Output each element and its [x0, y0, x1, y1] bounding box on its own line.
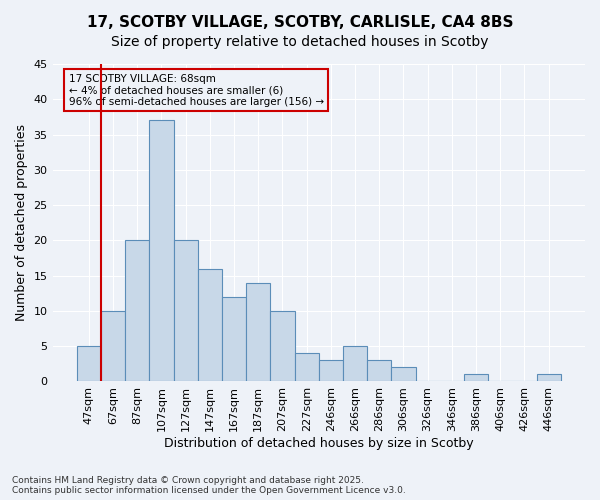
- Bar: [198, 268, 222, 382]
- Bar: [173, 240, 198, 382]
- Bar: [222, 297, 246, 382]
- Bar: [77, 346, 101, 382]
- Text: Contains HM Land Registry data © Crown copyright and database right 2025.
Contai: Contains HM Land Registry data © Crown c…: [12, 476, 406, 495]
- Bar: [271, 311, 295, 382]
- Bar: [367, 360, 391, 382]
- Text: 17 SCOTBY VILLAGE: 68sqm
← 4% of detached houses are smaller (6)
96% of semi-det: 17 SCOTBY VILLAGE: 68sqm ← 4% of detache…: [68, 74, 323, 106]
- Bar: [101, 311, 125, 382]
- Bar: [343, 346, 367, 382]
- Text: Size of property relative to detached houses in Scotby: Size of property relative to detached ho…: [111, 35, 489, 49]
- Bar: [464, 374, 488, 382]
- Bar: [536, 374, 561, 382]
- Bar: [149, 120, 173, 382]
- Bar: [125, 240, 149, 382]
- X-axis label: Distribution of detached houses by size in Scotby: Distribution of detached houses by size …: [164, 437, 473, 450]
- Y-axis label: Number of detached properties: Number of detached properties: [15, 124, 28, 321]
- Text: 17, SCOTBY VILLAGE, SCOTBY, CARLISLE, CA4 8BS: 17, SCOTBY VILLAGE, SCOTBY, CARLISLE, CA…: [87, 15, 513, 30]
- Bar: [391, 368, 416, 382]
- Bar: [295, 353, 319, 382]
- Bar: [246, 282, 271, 382]
- Bar: [319, 360, 343, 382]
